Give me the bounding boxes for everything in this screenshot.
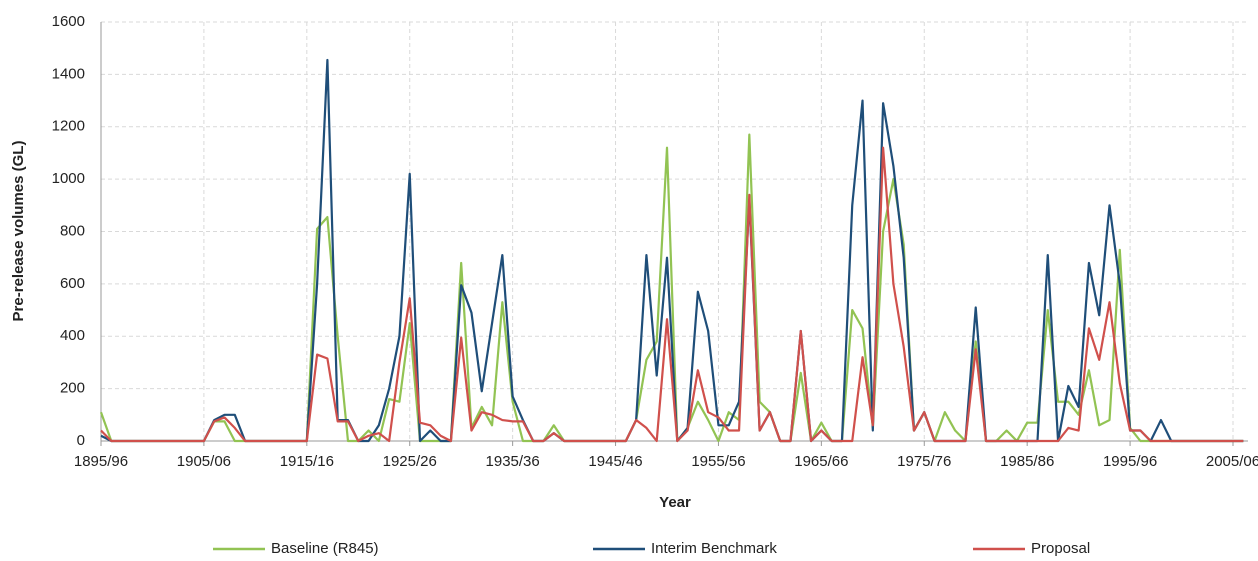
legend-label: Interim Benchmark (651, 540, 777, 557)
x-tick-label: 1955/56 (691, 453, 745, 470)
x-tick-label: 1985/86 (1000, 453, 1054, 470)
y-tick-label: 800 (60, 222, 85, 239)
x-tick-label: 2005/06 (1206, 453, 1258, 470)
x-tick-label: 1995/96 (1103, 453, 1157, 470)
x-tick-label: 1945/46 (588, 453, 642, 470)
y-axis-title: Pre-release volumes (GL) (10, 141, 27, 322)
y-tick-label: 1600 (52, 13, 85, 30)
y-tick-label: 1000 (52, 170, 85, 187)
legend-label: Baseline (R845) (271, 540, 379, 557)
x-tick-label: 1975/76 (897, 453, 951, 470)
x-axis-title: Year (659, 494, 691, 511)
y-tick-label: 1400 (52, 65, 85, 82)
y-tick-label: 0 (77, 432, 85, 449)
x-tick-label: 1905/06 (177, 453, 231, 470)
x-tick-label: 1965/66 (794, 453, 848, 470)
x-tick-label: 1915/16 (280, 453, 334, 470)
x-tick-label: 1895/96 (74, 453, 128, 470)
y-tick-label: 1200 (52, 118, 85, 135)
series-line (100, 146, 1244, 443)
x-tick-label: 1935/36 (486, 453, 540, 470)
y-tick-label: 400 (60, 327, 85, 344)
legend-label: Proposal (1031, 540, 1090, 557)
y-tick-label: 600 (60, 275, 85, 292)
x-tick-label: 1925/26 (383, 453, 437, 470)
y-tick-label: 200 (60, 380, 85, 397)
